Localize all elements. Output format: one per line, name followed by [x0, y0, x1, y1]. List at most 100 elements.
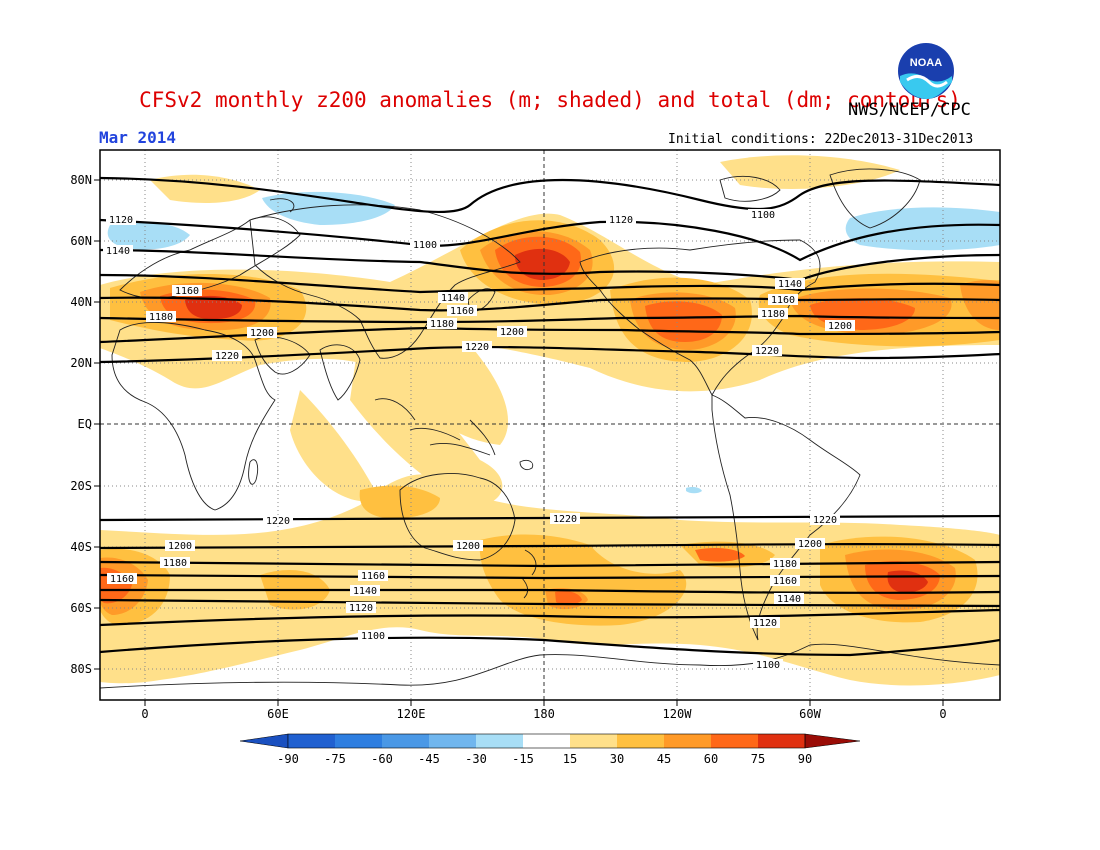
svg-text:1140: 1140 — [441, 293, 465, 304]
svg-text:1220: 1220 — [553, 514, 577, 525]
svg-text:1180: 1180 — [163, 558, 187, 569]
contour-label: 1200 — [497, 326, 527, 338]
lon-label: 180 — [533, 707, 555, 721]
lon-label: 60W — [799, 707, 821, 721]
lat-label: 40N — [70, 295, 92, 309]
contour-label: 1180 — [146, 311, 176, 323]
tick-marks — [94, 179, 944, 706]
forecast-month: Mar 2014 — [99, 128, 177, 147]
colorbar-bin — [570, 734, 617, 748]
lon-label: 0 — [939, 707, 947, 721]
svg-text:1180: 1180 — [773, 559, 797, 570]
noaa-logo: NOAA — [898, 43, 954, 100]
plot-frame — [99, 149, 1001, 701]
initial-conditions: Initial conditions: 22Dec2013-31Dec2013 — [668, 132, 974, 147]
contour-label: 1160 — [447, 305, 477, 317]
contour-label: 1100 — [358, 630, 388, 642]
lon-label: 0 — [141, 707, 149, 721]
svg-text:1160: 1160 — [450, 306, 474, 317]
lat-label: 40S — [70, 540, 92, 554]
svg-text:1200: 1200 — [168, 541, 192, 552]
colorbar-label: 30 — [609, 752, 625, 766]
svg-text:1160: 1160 — [175, 286, 199, 297]
contour-label: 1220 — [550, 513, 580, 525]
colorbar-bin — [429, 734, 476, 748]
svg-text:1200: 1200 — [828, 321, 852, 332]
contour-label: 1200 — [247, 327, 277, 339]
svg-text:1220: 1220 — [215, 351, 239, 362]
contour-label: 1120 — [346, 602, 376, 614]
colorbar-label: -30 — [465, 752, 487, 766]
contour-label: 1160 — [107, 573, 137, 585]
contour-label: 1180 — [427, 318, 457, 330]
svg-text:1140: 1140 — [106, 246, 130, 257]
colorbar-bin — [335, 734, 382, 748]
contour-label: 1120 — [750, 617, 780, 629]
svg-text:1220: 1220 — [755, 346, 779, 357]
contour-label: 1100 — [410, 239, 440, 251]
colorbar-label: 90 — [797, 752, 813, 766]
contour-label: 1140 — [103, 245, 133, 257]
svg-text:1120: 1120 — [609, 215, 633, 226]
colorbar-label: 15 — [562, 752, 578, 766]
svg-text:1120: 1120 — [753, 618, 777, 629]
lat-label: 20S — [70, 479, 92, 493]
svg-text:1100: 1100 — [756, 660, 780, 671]
contour-label: 1120 — [106, 214, 136, 226]
contour-label: 1160 — [172, 285, 202, 297]
svg-text:1180: 1180 — [761, 309, 785, 320]
colorbar-bin — [523, 734, 570, 748]
contour-label: 1220 — [752, 345, 782, 357]
colorbar-low-arrow — [239, 733, 289, 749]
svg-text:1180: 1180 — [430, 319, 454, 330]
contour-label: 1140 — [350, 585, 380, 597]
lat-label: 80S — [70, 662, 92, 676]
svg-text:1100: 1100 — [413, 240, 437, 251]
colorbar-bin — [758, 734, 805, 748]
contour-label: 1220 — [263, 515, 293, 527]
contour-label: 1100 — [753, 659, 783, 671]
svg-text:1200: 1200 — [456, 541, 480, 552]
svg-text:1140: 1140 — [778, 279, 802, 290]
svg-text:1140: 1140 — [777, 594, 801, 605]
contour-label: 1160 — [358, 570, 388, 582]
svg-text:1200: 1200 — [250, 328, 274, 339]
contour-label: 1200 — [825, 320, 855, 332]
lat-label: 80N — [70, 173, 92, 187]
svg-text:1160: 1160 — [110, 574, 134, 585]
coastlines — [100, 168, 1000, 689]
colorbar — [239, 733, 861, 749]
colorbar-bin — [617, 734, 664, 748]
contour-label: 1180 — [770, 558, 800, 570]
colorbar-bin — [288, 734, 335, 748]
contour-label: 1120 — [606, 214, 636, 226]
svg-text:NOAA: NOAA — [910, 57, 942, 69]
contour-label: 1160 — [768, 294, 798, 306]
map-title: CFSv2 monthly z200 anomalies (m; shaded)… — [139, 88, 961, 112]
agency-label: NWS/NCEP/CPC — [848, 100, 971, 120]
svg-text:1100: 1100 — [751, 210, 775, 221]
contour-label: 1200 — [453, 540, 483, 552]
colorbar-high-arrow — [804, 733, 861, 749]
contour-label: 1140 — [775, 278, 805, 290]
colorbar-bin — [664, 734, 711, 748]
contour-label: 1160 — [770, 575, 800, 587]
colorbar-label: 45 — [656, 752, 672, 766]
lat-label: 60N — [70, 234, 92, 248]
lat-label: 20N — [70, 356, 92, 370]
contour-label: 1200 — [795, 538, 825, 550]
contour-label: 1180 — [160, 557, 190, 569]
svg-text:1140: 1140 — [353, 586, 377, 597]
contour-label: 1220 — [212, 350, 242, 362]
svg-text:1200: 1200 — [798, 539, 822, 550]
contour-label-group: 1120 1140 1100 1120 1100 1160 1180 1200 … — [103, 209, 855, 671]
svg-text:1160: 1160 — [771, 295, 795, 306]
lat-label: EQ — [77, 417, 92, 431]
colorbar-label: -90 — [277, 752, 299, 766]
svg-text:1160: 1160 — [773, 576, 797, 587]
svg-text:1100: 1100 — [361, 631, 385, 642]
lon-label: 120W — [662, 707, 692, 721]
contour-label: 1200 — [165, 540, 195, 552]
colorbar-label: 60 — [703, 752, 719, 766]
